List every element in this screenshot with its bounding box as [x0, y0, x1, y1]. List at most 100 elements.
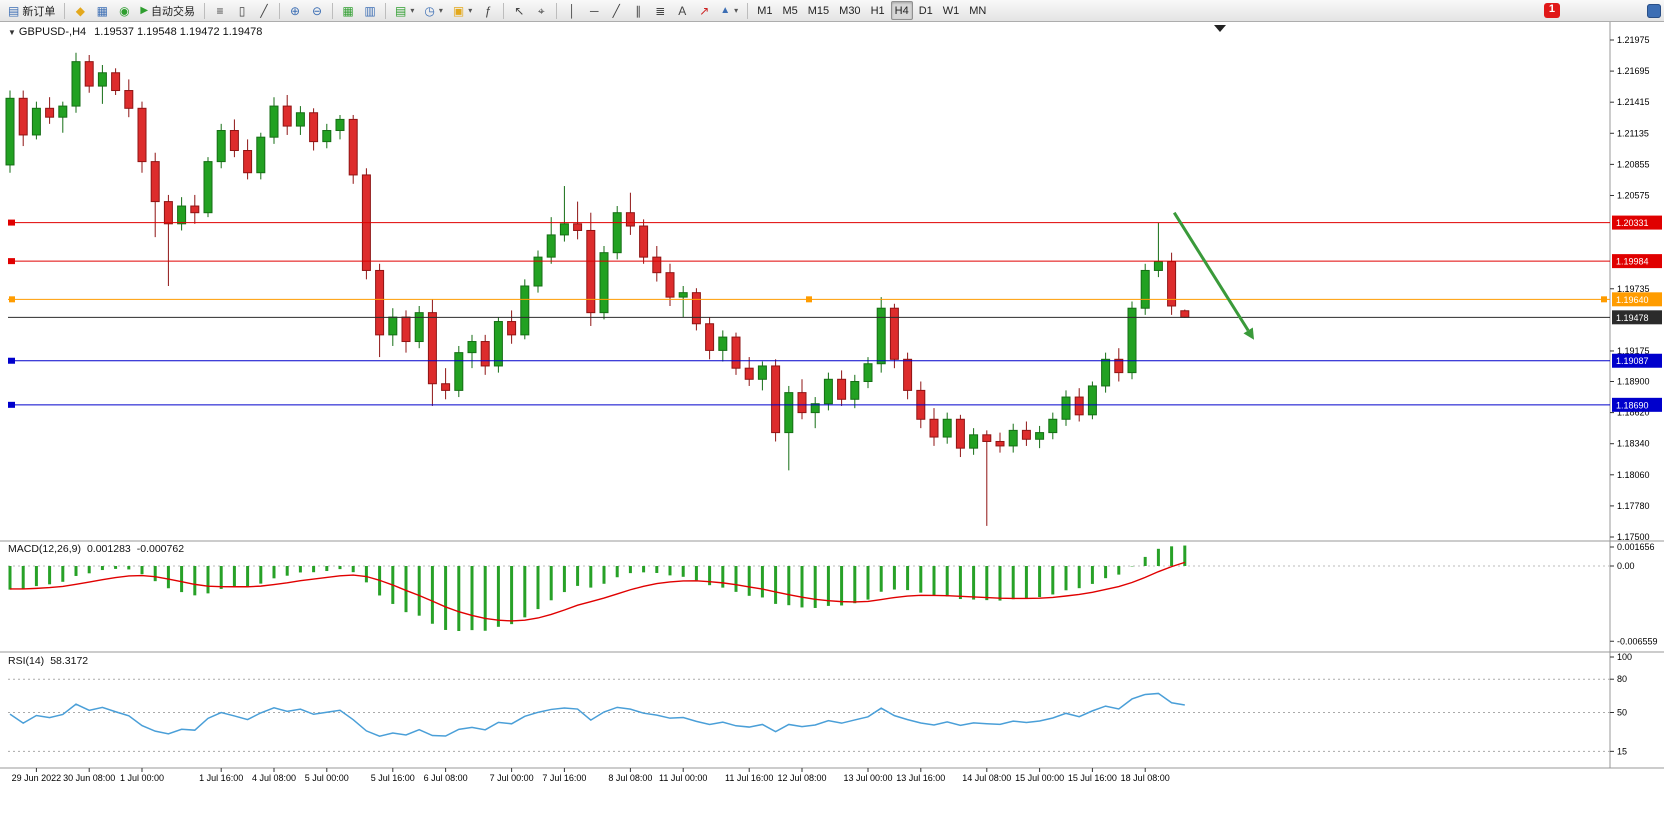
crosshair-button[interactable]: ⌖ — [531, 1, 551, 20]
trendline-tool-button[interactable]: ╱ — [606, 1, 626, 20]
templates-button[interactable]: ▣ ▾ — [449, 1, 476, 20]
fibonacci-tool-button[interactable]: ≣ — [650, 1, 670, 20]
svg-text:7 Jul 16:00: 7 Jul 16:00 — [542, 773, 586, 783]
crosshair-icon: ⌖ — [537, 3, 545, 18]
svg-text:15 Jul 16:00: 15 Jul 16:00 — [1068, 773, 1117, 783]
svg-text:1.18690: 1.18690 — [1616, 400, 1649, 410]
svg-text:5 Jul 00:00: 5 Jul 00:00 — [305, 773, 349, 783]
svg-text:0.001656: 0.001656 — [1617, 542, 1655, 552]
timeframe-group: M1 M5 M15 M30 H1 H4 D1 W1 MN — [752, 1, 991, 20]
channel-tool-button[interactable]: ∥ — [628, 1, 648, 20]
notification-badge[interactable]: 1 — [1543, 3, 1560, 18]
svg-text:5 Jul 16:00: 5 Jul 16:00 — [371, 773, 415, 783]
svg-text:6 Jul 08:00: 6 Jul 08:00 — [424, 773, 468, 783]
cascade-windows-button[interactable]: ▥ — [360, 1, 380, 20]
toolbar-separator — [64, 2, 66, 19]
templates-icon: ▣ — [452, 3, 465, 18]
tile-windows-button[interactable]: ▦ — [338, 1, 358, 20]
rsi-line — [9, 692, 1185, 738]
toolbar-separator — [204, 2, 206, 19]
panel-borders — [0, 22, 1664, 769]
market-watch-icon: ▦ — [96, 3, 109, 18]
new-order-button[interactable]: ▤ 新订单 — [4, 1, 59, 20]
profiles-button[interactable]: ◆ — [70, 1, 90, 20]
data-window-button[interactable]: ◉ — [114, 1, 134, 20]
svg-text:1.21695: 1.21695 — [1617, 66, 1650, 76]
shift-marker — [1214, 25, 1226, 32]
cursor-icon: ↖ — [514, 3, 525, 18]
indicators-icon: ƒ — [484, 3, 492, 18]
svg-text:1 Jul 16:00: 1 Jul 16:00 — [199, 773, 243, 783]
trendline-icon: ╱ — [612, 3, 620, 18]
fibonacci-icon: ≣ — [655, 3, 666, 18]
svg-text:1.19087: 1.19087 — [1616, 356, 1649, 366]
timeframe-H4[interactable]: H4 — [890, 1, 913, 20]
toolbar-separator — [279, 2, 281, 19]
toolbar-separator — [503, 2, 505, 19]
candles-layer[interactable] — [5, 52, 1190, 526]
time-axis[interactable]: 29 Jun 2022 30 Jun 08:00 1 Jul 00:00 1 Jul … — [12, 768, 1170, 783]
svg-text:1.21975: 1.21975 — [1617, 35, 1650, 45]
timeframe-M30[interactable]: M30 — [835, 1, 864, 20]
timeframe-H1[interactable]: H1 — [867, 1, 889, 20]
shapes-tool-button[interactable]: ▲ ▾ — [716, 1, 742, 20]
autotrade-label: 自动交易 — [151, 5, 196, 18]
svg-text:1.18060: 1.18060 — [1617, 470, 1650, 480]
svg-text:1.18620: 1.18620 — [1617, 408, 1650, 418]
cursor-button[interactable]: ↖ — [509, 1, 529, 20]
chart-dropdown-icon[interactable]: ▼ — [8, 28, 16, 37]
zoom-out-icon: ⊖ — [312, 3, 323, 18]
svg-text:80: 80 — [1617, 674, 1627, 684]
tile-windows-icon: ▦ — [342, 3, 354, 18]
autotrade-button[interactable]: ▶ 自动交易 — [136, 1, 199, 20]
svg-text:14 Jul 08:00: 14 Jul 08:00 — [962, 773, 1011, 783]
new-chart-button[interactable]: ▤ ▾ — [391, 1, 418, 20]
svg-text:30 Jun 08:00: 30 Jun 08:00 — [63, 773, 115, 783]
channel-icon: ∥ — [635, 3, 642, 18]
rsi-axis[interactable]: 100 80 50 15 — [1610, 652, 1632, 756]
macd-axis[interactable]: 0.001656 0.00 -0.006559 — [1610, 542, 1658, 646]
periods-button[interactable]: ◷ ▾ — [420, 1, 447, 20]
text-tool-button[interactable]: A — [672, 1, 692, 20]
chart-bars-button[interactable]: ≡ — [210, 1, 230, 20]
timeframe-D1[interactable]: D1 — [915, 1, 937, 20]
svg-text:15 Jul 00:00: 15 Jul 00:00 — [1015, 773, 1064, 783]
timeframe-M5[interactable]: M5 — [778, 1, 801, 20]
dropdown-caret-icon: ▾ — [438, 6, 443, 15]
market-watch-button[interactable]: ▦ — [92, 1, 112, 20]
vline-tool-button[interactable]: │ — [562, 1, 582, 20]
arrows-tool-button[interactable]: ↗ — [694, 1, 714, 20]
line-chart-icon: ╱ — [260, 3, 268, 18]
timeframe-W1[interactable]: W1 — [939, 1, 964, 20]
timeframe-M15[interactable]: M15 — [804, 1, 833, 20]
corner-icon[interactable] — [1647, 4, 1661, 18]
svg-text:50: 50 — [1617, 708, 1627, 718]
svg-text:0.00: 0.00 — [1617, 561, 1635, 571]
zoom-in-button[interactable]: ⊕ — [285, 1, 305, 20]
timeframe-MN[interactable]: MN — [965, 1, 990, 20]
indicators-button[interactable]: ƒ — [478, 1, 498, 20]
svg-text:100: 100 — [1617, 652, 1632, 662]
hline-tool-button[interactable]: ─ — [584, 1, 604, 20]
timeframe-M1[interactable]: M1 — [753, 1, 776, 20]
data-window-icon: ◉ — [119, 3, 130, 18]
zoom-out-button[interactable]: ⊖ — [307, 1, 327, 20]
macd-signal-line — [9, 561, 1186, 622]
svg-text:1.19640: 1.19640 — [1616, 295, 1649, 305]
candles-chart-icon: ▯ — [238, 3, 246, 18]
dropdown-caret-icon: ▾ — [410, 6, 415, 15]
price-axis[interactable]: 1.21975 1.21695 1.21415 1.21135 1.20855 1.205… — [1610, 35, 1650, 542]
svg-text:13 Jul 16:00: 13 Jul 16:00 — [896, 773, 945, 783]
svg-text:1.18340: 1.18340 — [1617, 439, 1650, 449]
svg-text:8 Jul 08:00: 8 Jul 08:00 — [608, 773, 652, 783]
arrows-icon: ↗ — [699, 3, 710, 18]
chart-candles-button[interactable]: ▯ — [232, 1, 252, 20]
horizontal-lines[interactable]: 1.20331 1.19984 1.19640 1.19478 1.19087 1.186… — [8, 215, 1662, 412]
trend-arrow[interactable] — [1172, 211, 1255, 340]
svg-text:11 Jul 16:00: 11 Jul 16:00 — [725, 773, 773, 783]
chart-canvas[interactable]: 1.21975 1.21695 1.21415 1.21135 1.20855 1.205… — [0, 22, 1664, 833]
svg-text:1.19478: 1.19478 — [1616, 313, 1649, 323]
chart-line-button[interactable]: ╱ — [254, 1, 274, 20]
svg-text:7 Jul 00:00: 7 Jul 00:00 — [490, 773, 534, 783]
profiles-icon: ◆ — [75, 3, 85, 18]
